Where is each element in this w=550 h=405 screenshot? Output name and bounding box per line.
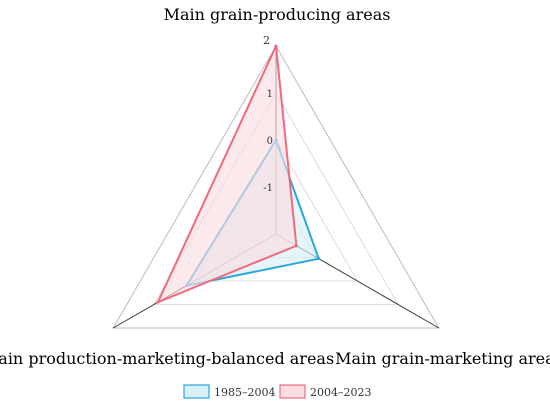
tick-label-3: 2: [263, 34, 270, 47]
legend-label-series-1: 1985–2004: [214, 386, 276, 399]
series-2-polygon: [156, 45, 298, 304]
legend-swatch-series-1: [183, 384, 210, 399]
grid-outer-triangle: [112, 44, 440, 329]
series-2-point-2: [294, 244, 298, 248]
radar-series: [156, 44, 321, 304]
legend-label-series-2: 2004–2023: [310, 386, 372, 399]
tick-label-2: 1: [267, 89, 273, 100]
series-2-point-3: [156, 300, 160, 304]
legend: 1985–2004 2004–2023: [183, 384, 372, 399]
tick-label-1: 0: [267, 136, 273, 147]
tick-label-0: -1: [263, 183, 273, 194]
axis-label-main-grain-marketing: Main grain-marketing areas: [335, 349, 550, 368]
legend-item-series-2: 2004–2023: [279, 384, 372, 399]
series-1-point-2: [317, 257, 321, 261]
legend-swatch-series-2: [279, 384, 306, 399]
legend-item-series-1: 1985–2004: [183, 384, 276, 399]
axis-label-balanced: Grain production-marketing-balanced area…: [0, 349, 334, 368]
series-2-point-1: [274, 44, 278, 48]
radial-tick-labels: -1 0 1 2: [263, 34, 273, 194]
axis-label-main-grain-producing: Main grain-producing areas: [164, 5, 391, 24]
